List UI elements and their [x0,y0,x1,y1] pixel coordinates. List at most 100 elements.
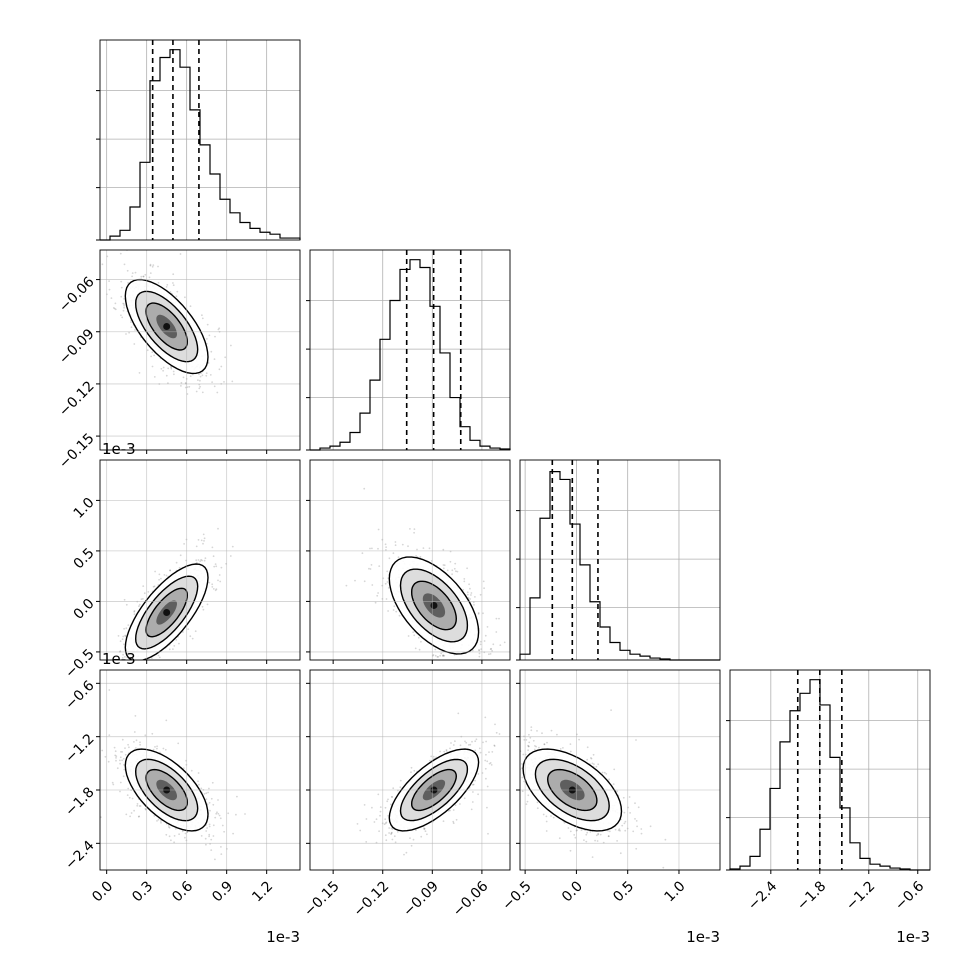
scatter-point [114,308,117,311]
scatter-panel-p3-p1 [306,669,511,874]
scatter-point [134,329,136,331]
scatter-point [207,362,210,364]
scatter-point [593,763,595,765]
scatter-point [181,830,184,833]
scatter-point [635,847,638,850]
scatter-point [413,769,416,772]
scatter-point [127,746,130,749]
scatter-point [224,356,227,359]
scatter-point [172,273,175,276]
scatter-point [170,367,173,370]
scatter-point [414,647,417,650]
axes-frame [99,669,301,871]
scatter-point [133,610,136,612]
scatter-point [379,814,381,817]
scatter-point [133,610,136,613]
scatter-point [212,803,215,806]
scatter-point [197,379,199,381]
scatter-point [599,833,602,836]
scatter-point [457,712,460,715]
scatter-point [419,555,422,558]
scatter-point [390,677,392,679]
scatter-point [213,358,216,360]
scatter-point [212,835,215,837]
scatter-point [391,838,394,841]
scatter-point [405,851,408,854]
scatter-point [467,596,470,599]
scatter-point [472,783,475,786]
scatter-point [113,746,116,749]
scatter-point [464,740,466,743]
scatter-point [455,570,457,573]
scatter-point [376,594,379,597]
scatter-point [490,764,493,766]
scatter-point [423,828,426,831]
scatter-point [371,584,374,586]
scatter-point [491,751,494,753]
scatter-point [440,652,443,655]
scatter-point [452,822,455,825]
scatter-point [124,656,126,658]
scatter-point [143,676,145,678]
scatter-point [140,275,143,278]
scatter-point [138,660,140,662]
scatter-point [345,584,348,587]
scatter-panel-p3-p2 [512,669,721,874]
scatter-point [377,528,380,531]
scatter-point [139,663,141,665]
scatter-point [439,654,441,657]
scatter-point [138,805,141,807]
scatter-point [153,585,156,588]
scatter-point [401,543,404,546]
scatter-point [123,263,126,266]
scatter-point [512,776,514,778]
scatter-point [168,648,171,651]
scatter-point [119,781,122,784]
scatter-point [463,580,466,583]
scatter-point [168,835,171,838]
scatter-point [212,555,215,558]
scatter-point [454,740,456,743]
scatter-point [134,271,137,274]
scatter-point [488,653,490,656]
scatter-point [595,765,598,768]
scatter-point [214,335,216,338]
scatter-point [585,833,588,836]
scatter-point [165,719,168,722]
scatter-point [189,635,192,638]
scatter-point [445,661,447,663]
scatter-point [100,707,102,709]
scatter-point [115,757,117,759]
scatter-point [195,545,198,548]
scatter-point [211,381,214,383]
scatter-point [465,741,468,744]
scatter-point [484,672,486,674]
scatter-point [485,753,487,756]
axes-frame [519,459,721,661]
scatter-point [214,858,216,861]
scatter-point [545,815,548,818]
hist-panel-p1 [306,249,511,451]
scatter-point [200,558,203,561]
scatter-point [139,805,142,807]
scatter-point [167,826,170,828]
scatter-point [179,554,182,557]
scatter-point [150,355,153,358]
scatter-point [385,598,388,600]
scatter-point [365,818,368,820]
scatter-point [149,661,151,663]
scatter-point [198,783,200,786]
contour-line [134,575,199,650]
scatter-point [115,755,118,758]
scatter-point [127,743,129,746]
scatter-point [495,631,498,633]
scatter-point [156,745,159,748]
scatter-point [523,780,525,783]
scatter-point [390,796,393,798]
scatter-point [459,803,461,805]
scatter-point [409,837,411,839]
scatter-point [426,833,428,836]
scatter-point [403,853,405,856]
scatter-point [472,791,474,793]
scatter-point [126,269,129,272]
